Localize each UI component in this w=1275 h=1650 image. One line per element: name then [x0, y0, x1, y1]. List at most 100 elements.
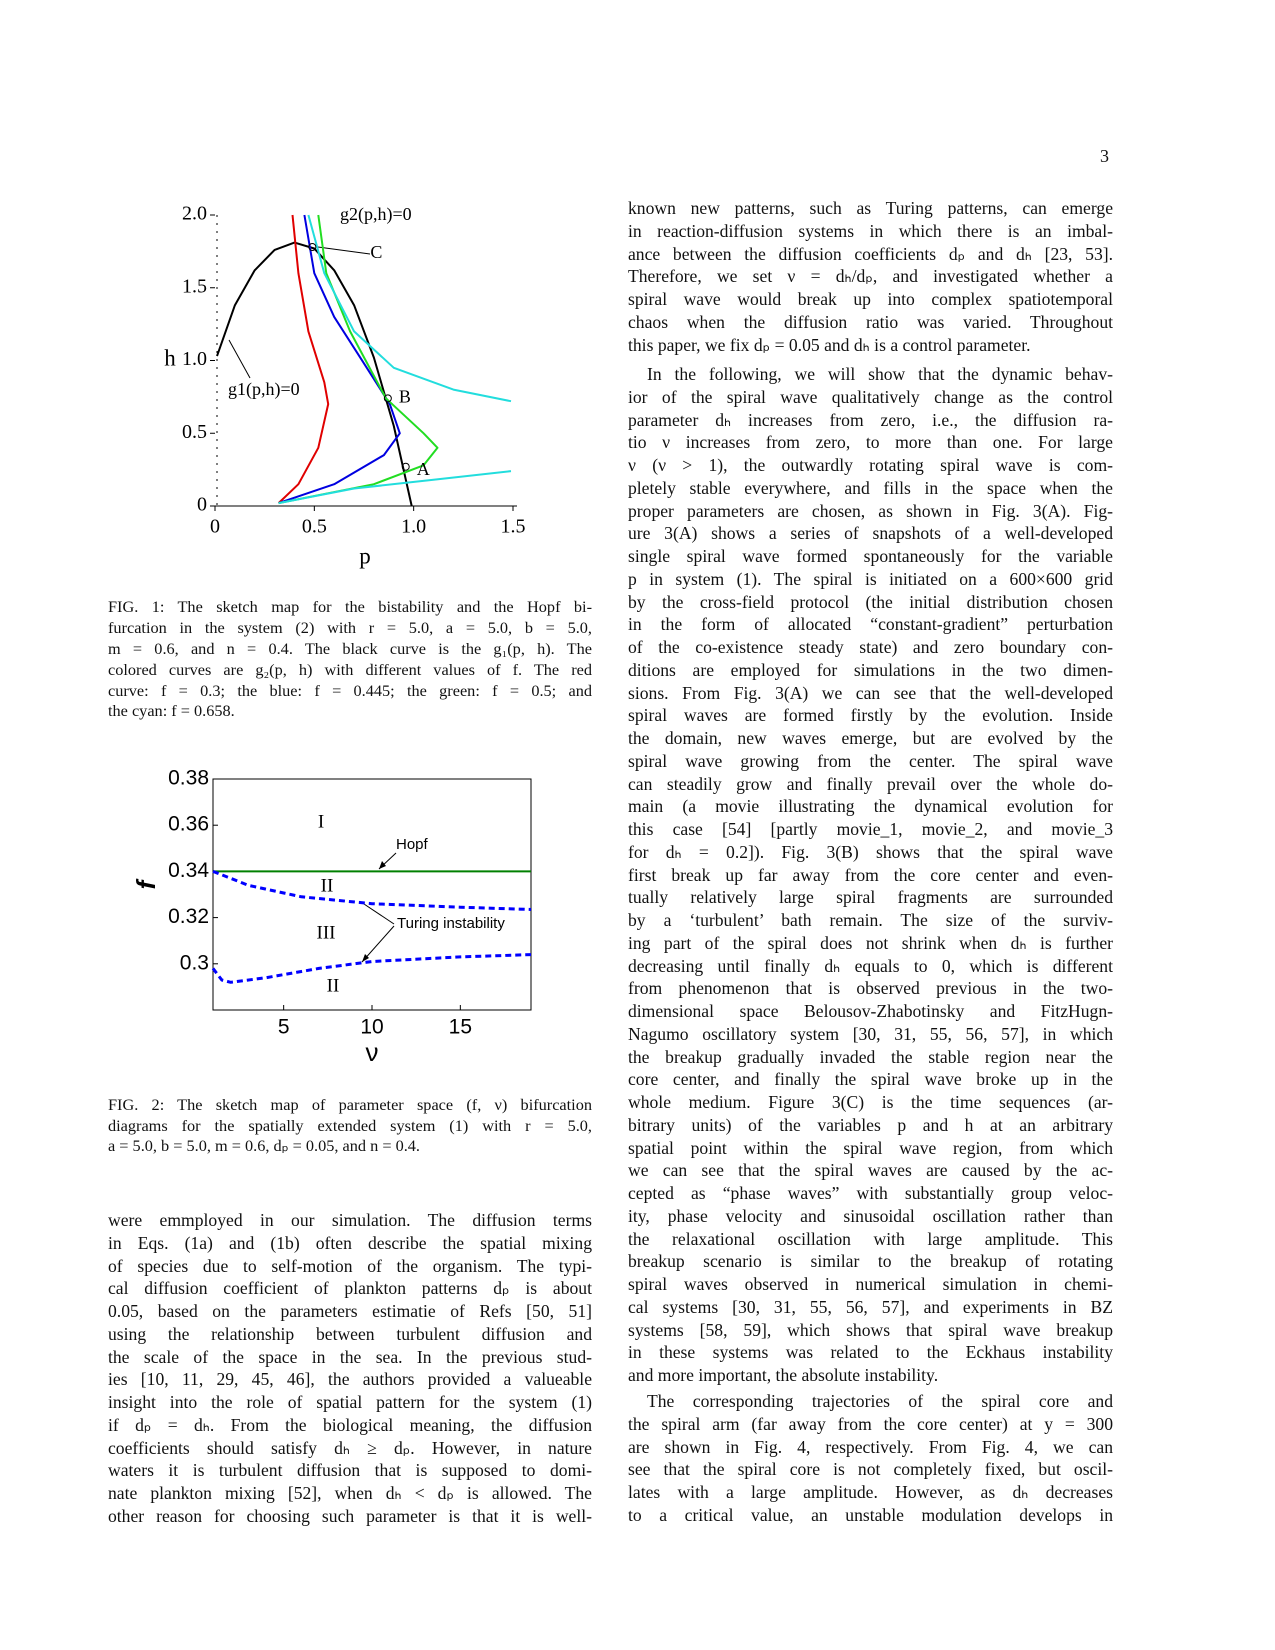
- text-line: cal diffusion coefficient of plankton pa…: [108, 1278, 592, 1299]
- text-line: 0.05, based on the parameters estimatie …: [108, 1301, 592, 1321]
- point-label: B: [399, 386, 411, 406]
- text-line: this paper, we fix dₚ = 0.05 and dₕ is a…: [628, 334, 1031, 355]
- text-line: of the co-existence steady state) and ze…: [628, 637, 1113, 657]
- y-tick-label: 0.36: [168, 813, 209, 836]
- text-line: spiral wave would break up into complex …: [628, 289, 1113, 309]
- arrow-head: [362, 954, 369, 962]
- y-tick-label: 0.38: [168, 767, 209, 790]
- paragraph: The corresponding trajectories of the sp…: [628, 1390, 1113, 1527]
- text-line: the breakup gradually invaded the stable…: [628, 1046, 1113, 1067]
- text-line: the scale of the space in the sea. In th…: [108, 1346, 592, 1367]
- text-line: see that the spiral core is not complete…: [628, 1459, 1113, 1480]
- text-line: spatial point within the spiral wave reg…: [628, 1137, 1113, 1158]
- leader-line: [228, 339, 251, 379]
- text-line: ance between the diffusion coefficients …: [628, 243, 1113, 264]
- text-line: a = 5.0, b = 5.0, m = 0.6, dₚ = 0.05, an…: [108, 1136, 421, 1155]
- y-tick-label: 0.5: [182, 421, 207, 443]
- text-line: whole medium. Figure 3(C) is the time se…: [628, 1092, 1113, 1112]
- text-line: insight into the role of spatial pattern…: [108, 1392, 592, 1412]
- x-tick-label: 15: [449, 1016, 472, 1039]
- text-line: ity, phase velocity and sinusoidal oscil…: [628, 1205, 1113, 1226]
- point-marker: [383, 394, 392, 403]
- text-line: nate plankton mixing [52], when dₕ < dₚ …: [108, 1483, 592, 1503]
- figure-caption: FIG. 2: The sketch map of parameter spac…: [108, 1095, 592, 1157]
- plot-frame: [212, 778, 532, 1011]
- text-line: from phenomenon that is observed previou…: [628, 978, 1113, 999]
- text-line: in these systems was related to the Eckh…: [628, 1342, 1113, 1363]
- paragraph: were emmployed in our simulation. The di…: [108, 1209, 592, 1528]
- x-tick-label: 1.0: [401, 516, 426, 538]
- text-line: in reaction-diffusion systems in which t…: [628, 220, 1113, 241]
- annotation: g2(p,h)=0: [340, 204, 412, 225]
- x-tick-label: 1.5: [501, 516, 526, 538]
- text-line: lates with a large amplitude. However, a…: [628, 1482, 1113, 1502]
- y-tick-label: 1.5: [182, 275, 207, 297]
- text-line: first break up far away from the core ce…: [628, 864, 1113, 885]
- text-line: ior of the spiral wave qualitatively cha…: [628, 386, 1113, 407]
- curve: [216, 241, 413, 507]
- text-line: proper parameters are chosen, as shown i…: [628, 500, 1113, 521]
- x-tick-label: 0.5: [302, 516, 327, 538]
- text-line: Therefore, we set ν = dₕ/dₚ, and investi…: [628, 266, 1113, 287]
- text-line: tio ν increases from zero, to more than …: [628, 432, 1113, 453]
- text-line: by a ‘turbulent’ bath remain. The size o…: [628, 910, 1113, 930]
- region-label: I: [318, 811, 324, 832]
- text-line: curve: f = 0.3; the blue: f = 0.445; the…: [108, 680, 592, 700]
- text-line: pletely stable everywhere, and fills in …: [628, 477, 1113, 498]
- text-line: sions. From Fig. 3(A) we can see that th…: [628, 682, 1113, 703]
- text-line: dimensional space Belousov-Zhabotinsky a…: [628, 1001, 1113, 1021]
- text-line: spiral waves are formed firstly by the e…: [628, 705, 1113, 726]
- text-line: chaos when the diffusion ratio was varie…: [628, 311, 1113, 332]
- leader-line: [317, 246, 371, 255]
- text-line: other reason for choosing such parameter…: [108, 1505, 592, 1526]
- y-tick-label: 2.0: [182, 203, 207, 225]
- text-line: for dₕ = 0.2]). Fig. 3(B) shows that the…: [628, 841, 1113, 862]
- text-line: the domain, new waves emerge, but are ev…: [628, 728, 1113, 748]
- text-line: ν (ν > 1), the outwardly rotating spiral…: [628, 455, 1113, 475]
- y-axis-label: f: [131, 878, 161, 889]
- text-line: bitrary units) of the variables p and h …: [628, 1114, 1113, 1135]
- text-line: the relaxational oscillation with large …: [628, 1228, 1113, 1249]
- x-tick-label: 0: [210, 516, 220, 538]
- text-line: FIG. 1: The sketch map for the bistabili…: [108, 597, 592, 616]
- arrow: [360, 901, 395, 925]
- text-line: The corresponding trajectories of the sp…: [647, 1391, 1113, 1411]
- point-marker: [308, 243, 317, 252]
- figure-caption: FIG. 1: The sketch map for the bistabili…: [108, 597, 592, 722]
- text-line: p in system (1). The spiral is initiated…: [628, 568, 1113, 589]
- region-label: III: [317, 922, 336, 943]
- curve: [277, 214, 330, 504]
- text-line: FIG. 2: The sketch map of parameter spac…: [108, 1095, 592, 1114]
- text-line: ing part of the spiral does not shrink w…: [628, 932, 1113, 953]
- text-line: using the relationship between turbulent…: [108, 1323, 592, 1344]
- point-marker: [401, 462, 410, 471]
- curve: [212, 870, 532, 911]
- text-line: we can see that the spiral waves are cau…: [628, 1160, 1113, 1181]
- text-line: tually relatively large spiral fragments…: [628, 887, 1113, 908]
- region-label: II: [327, 975, 340, 996]
- text-line: the cyan: f = 0.658.: [108, 701, 235, 721]
- y-tick-label: 0.3: [180, 951, 209, 974]
- text-line: ditions are employed for simulations in …: [628, 659, 1113, 680]
- text-line: parameter dₕ increases from zero, i.e., …: [628, 409, 1113, 430]
- text-line: to a critical value, an unstable modulat…: [628, 1504, 1113, 1525]
- point-label: C: [370, 242, 382, 262]
- text-line: systems [58, 59], which shows that spira…: [628, 1319, 1113, 1340]
- arrow-head: [379, 861, 386, 869]
- y-tick-label: 1.0: [182, 348, 207, 370]
- text-line: colored curves are g₂(p, h) with differe…: [108, 659, 592, 679]
- text-line: in the form of allocated “constant-gradi…: [628, 614, 1113, 635]
- curve: [278, 214, 401, 505]
- text-line: were emmployed in our simulation. The di…: [108, 1210, 592, 1230]
- curve: [278, 214, 512, 505]
- y-axis-label: h: [164, 345, 176, 370]
- text-line: single spiral wave formed spontaneously …: [628, 546, 1113, 566]
- text-line: Nagumo oscillatory system [30, 31, 55, 5…: [628, 1023, 1113, 1044]
- text-line: spiral waves observed in numerical simul…: [628, 1274, 1113, 1294]
- text-line: In the following, we will show that the …: [647, 364, 1113, 384]
- x-axis-label: p: [359, 543, 371, 568]
- text-line: the spiral arm (far away from the core c…: [628, 1413, 1113, 1434]
- x-tick-label: 5: [278, 1016, 290, 1039]
